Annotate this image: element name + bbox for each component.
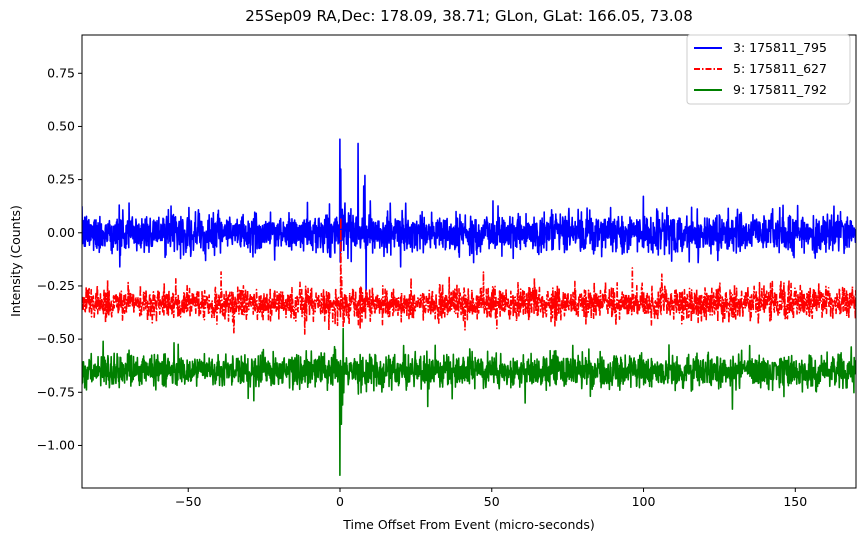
y-axis-label: Intensity (Counts)	[8, 205, 23, 317]
series-line-9	[82, 327, 856, 477]
y-tick-label: 0.25	[47, 172, 75, 187]
legend-label-series-3: 3: 175811_795	[733, 40, 827, 55]
x-axis-label: Time Offset From Event (micro-seconds)	[342, 517, 594, 532]
y-tick-label: 0.75	[47, 65, 75, 80]
y-tick-label: −0.50	[37, 331, 75, 346]
legend-label-series-9: 9: 175811_792	[733, 82, 827, 97]
legend-label-series-5: 5: 175811_627	[733, 61, 827, 76]
y-tick-label: 0.00	[47, 225, 75, 240]
x-tick-label: 150	[783, 494, 807, 509]
series-layer	[82, 138, 856, 477]
x-tick-label: 0	[336, 494, 344, 509]
legend: 3: 175811_795 5: 175811_627 9: 175811_79…	[686, 34, 851, 105]
x-tick-label: −50	[175, 494, 201, 509]
legend-box	[686, 34, 851, 105]
x-tick-label: 100	[632, 494, 656, 509]
y-tick-label: 0.50	[47, 118, 75, 133]
y-axis: −1.00 −0.75 −0.50 −0.25 0.00 0.25 0.50 0.75	[37, 65, 82, 452]
chart-title: 25Sep09 RA,Dec: 178.09, 38.71; GLon, GLa…	[245, 7, 692, 25]
x-axis: −50 0 50 100 150	[175, 488, 807, 509]
plot-frame	[81, 34, 857, 489]
y-tick-label: −0.25	[37, 278, 75, 293]
series-line-5	[82, 217, 856, 335]
y-tick-label: −0.75	[37, 384, 75, 399]
series-line-3	[82, 138, 856, 292]
x-tick-label: 50	[484, 494, 500, 509]
y-tick-label: −1.00	[37, 437, 75, 452]
